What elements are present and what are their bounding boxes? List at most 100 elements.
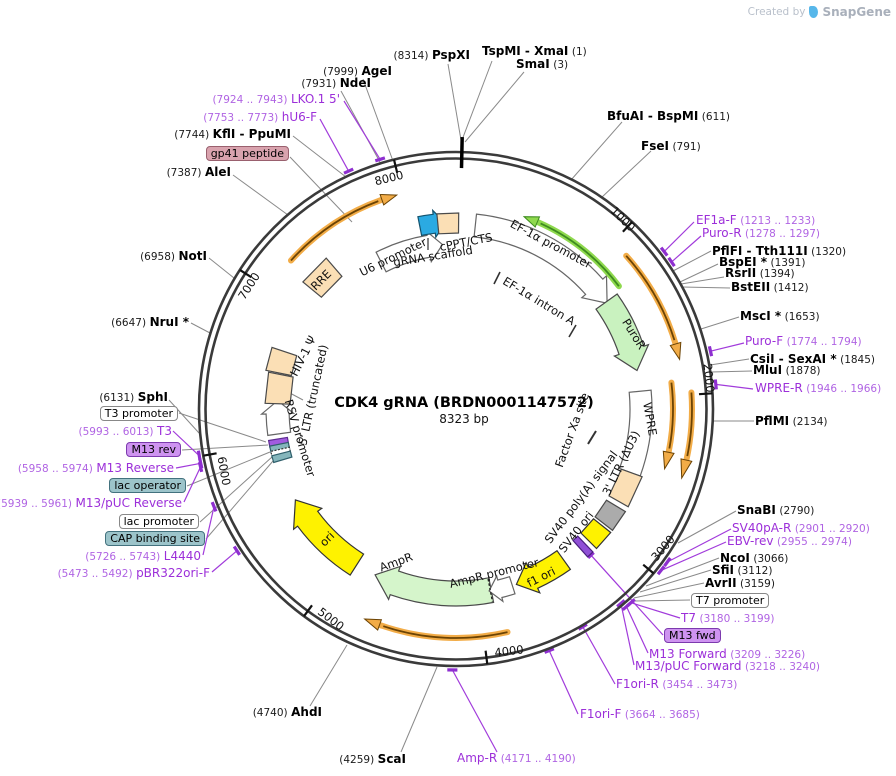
primer-binding-tick[interactable] (587, 551, 595, 559)
enzyme-label-kfli[interactable]: (7744) KflI - PpuMI (174, 127, 291, 142)
enzyme-label-mlui[interactable]: MluI (1878) (753, 363, 820, 378)
enzyme-label-bfuai[interactable]: BfuAI - BspMI (611) (607, 109, 730, 124)
enzyme-label-sfii[interactable]: SfiI (3112) (712, 563, 772, 578)
primer-label-ef1af[interactable]: EF1a-F (1213 .. 1233) (696, 213, 815, 228)
sv40-polya-box[interactable] (594, 499, 627, 532)
primer-connector-line (175, 462, 201, 469)
enzyme-pos: (7387) (166, 167, 202, 179)
primer-binding-tick[interactable] (577, 622, 588, 631)
primer-label-lko15[interactable]: (7924 .. 7943) LKO.1 5' (212, 92, 340, 107)
orf-arc-wpre-2-core (686, 392, 693, 457)
rre-box[interactable] (302, 257, 343, 299)
enzyme-label-msci[interactable]: MscI * (1653) (740, 309, 820, 324)
primer-binding-tick[interactable] (707, 345, 714, 357)
ampr-arrow[interactable] (374, 565, 495, 607)
feature-box-lac-promoter[interactable]: lac promoter (118, 514, 199, 529)
primer-label-sv40par[interactable]: SV40pA-R (2901 .. 2920) (732, 521, 870, 536)
enzyme-label-csii[interactable]: CsiI - SexAI * (1845) (750, 352, 875, 367)
connector-line (447, 63, 462, 141)
cppt-cts-box[interactable] (436, 212, 460, 235)
enzyme-label-tspmi[interactable]: TspMI - XmaI (1) (482, 44, 587, 59)
enzyme-label-pflfi[interactable]: PflFI - Tth111I (1320) (712, 244, 846, 259)
enzyme-pos: (3) (553, 59, 569, 71)
primer-binding-tick[interactable] (343, 167, 354, 175)
feature-box-lac-operator[interactable]: lac operator (109, 478, 186, 493)
feature-box-cap-binding-site[interactable]: CAP binding site (105, 531, 205, 546)
primer-label-purof[interactable]: Puro-F (1774 .. 1794) (745, 334, 862, 349)
feature-box-t7-promoter[interactable]: T7 promoter (691, 593, 770, 608)
primer-label-t7[interactable]: T7 (3180 .. 3199) (681, 611, 774, 626)
enzyme-label-rsrii[interactable]: RsrII (1394) (725, 266, 795, 281)
feature-box-gp41[interactable]: gp41 peptide (205, 146, 289, 161)
3-ltr-box[interactable] (608, 468, 643, 508)
primer-binding-tick[interactable] (232, 545, 241, 556)
rsv-promoter-arrow[interactable] (259, 399, 296, 437)
enzyme-label-ahdi[interactable]: (4740) AhdI (253, 705, 322, 720)
enzyme-name: RsrII (725, 266, 757, 280)
primer-binding-tick[interactable] (659, 246, 669, 257)
enzyme-label-avrii[interactable]: AvrII (3159) (705, 576, 775, 591)
enzyme-label-noti[interactable]: (6958) NotI (140, 249, 207, 264)
primer-binding-tick[interactable] (616, 599, 626, 608)
enzyme-label-sphi[interactable]: (6131) SphI (99, 390, 168, 405)
primer-label-ampr[interactable]: Amp-R (4171 .. 4190) (457, 751, 576, 766)
primer-label-m13puc-forward[interactable]: M13/pUC Forward (3218 .. 3240) (635, 659, 820, 674)
cap-binding-mark[interactable] (271, 450, 293, 464)
ori-arrow[interactable] (292, 499, 365, 576)
primer-label-f1orif[interactable]: F1ori-F (3664 .. 3685) (580, 707, 700, 722)
enzyme-label-alei[interactable]: (7387) AleI (167, 165, 231, 180)
u6-promoter-arrow[interactable] (375, 229, 444, 273)
primer-binding-tick[interactable] (667, 256, 676, 268)
orf-arc-wpre-1-head (662, 450, 675, 471)
primer-label-pbr322orif[interactable]: (5473 .. 5492) pBR322ori-F (58, 566, 210, 581)
primer-label-l4440[interactable]: (5726 .. 5743) L4440 (85, 549, 201, 564)
primer-name: hU6-F (281, 110, 317, 124)
t7-m13-fwd-mark[interactable] (572, 535, 594, 558)
enzyme-label-ndei[interactable]: (7931) NdeI (301, 76, 371, 91)
enzyme-label-smai[interactable]: SmaI (3) (516, 57, 568, 72)
primer-label-m13-forward[interactable]: M13 Forward (3209 .. 3226) (649, 647, 805, 662)
enzyme-label-scai[interactable]: (4259) ScaI (339, 752, 406, 767)
enzyme-pos: (7931) (301, 78, 337, 90)
enzyme-pos: (791) (672, 141, 701, 153)
primer-binding-tick[interactable] (621, 602, 632, 612)
primer-binding-tick[interactable] (656, 565, 666, 576)
wpre-band[interactable] (618, 389, 653, 477)
primer-label-m13puc-reverse[interactable]: (5939 .. 5961) M13/pUC Reverse (0, 496, 182, 511)
puror-arrow[interactable] (595, 293, 650, 372)
primer-connector-line (620, 603, 635, 666)
primer-label-m13-reverse[interactable]: (5958 .. 5974) M13 Reverse (18, 461, 174, 476)
ampr-promoter-arrow[interactable] (488, 574, 516, 603)
primer-binding-tick[interactable] (544, 647, 555, 654)
feature-box-t3-promoter[interactable]: T3 promoter (99, 406, 178, 421)
primer-label-ebvrev[interactable]: EBV-rev (2955 .. 2974) (727, 534, 852, 549)
primer-binding-tick[interactable] (210, 501, 218, 512)
enzyme-label-ncoi[interactable]: NcoI (3066) (720, 551, 788, 566)
f1-ori-arrow[interactable] (515, 549, 572, 594)
primer-binding-tick[interactable] (663, 557, 672, 568)
enzyme-label-bsteii[interactable]: BstEII (1412) (731, 280, 809, 295)
enzyme-label-agei[interactable]: (7999) AgeI (323, 64, 392, 79)
sv40-ori-box[interactable] (580, 517, 612, 550)
enzyme-label-nrui[interactable]: (6647) NruI * (111, 315, 189, 330)
feature-box-m13-rev[interactable]: M13 rev (126, 442, 181, 457)
enzyme-label-bspei[interactable]: BspEI * (1391) (719, 255, 805, 270)
primer-label-f1orir[interactable]: F1ori-R (3454 .. 3473) (616, 677, 737, 692)
primer-label-t3[interactable]: (5993 .. 6013) T3 (79, 424, 172, 439)
hiv-psi-box[interactable] (265, 346, 298, 377)
enzyme-label-fsei[interactable]: FseI (791) (641, 139, 701, 154)
ring-tick-mark (622, 221, 633, 233)
5-ltr-box[interactable] (264, 371, 294, 405)
primer-name: SV40pA-R (732, 521, 792, 535)
enzyme-label-pspxi[interactable]: (8314) PspXI (394, 48, 470, 63)
primer-binding-tick[interactable] (374, 156, 386, 163)
primer-label-wprer[interactable]: WPRE-R (1946 .. 1966) (755, 381, 881, 396)
primer-binding-tick[interactable] (197, 461, 204, 473)
enzyme-label-snabi[interactable]: SnaBI (2790) (737, 503, 814, 518)
enzyme-label-pflmi[interactable]: PflMI (2134) (755, 414, 828, 429)
primer-label-puror[interactable]: Puro-R (1278 .. 1297) (702, 226, 820, 241)
enzyme-name: SfiI (712, 563, 735, 577)
primer-binding-tick[interactable] (713, 379, 718, 390)
primer-label-hu6f[interactable]: (7753 .. 7773) hU6-F (203, 110, 317, 125)
feature-box-m13-fwd[interactable]: M13 fwd (664, 628, 721, 643)
